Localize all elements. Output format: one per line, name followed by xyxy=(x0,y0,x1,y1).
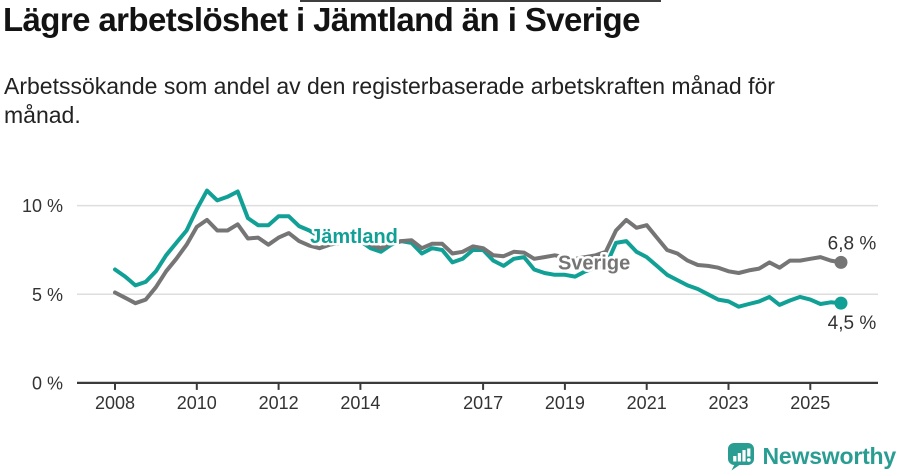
end-value-label-jamtland: 4,5 % xyxy=(828,313,877,334)
y-tick-label: 0 % xyxy=(32,373,63,393)
x-tick-label: 2014 xyxy=(340,393,380,413)
x-tick-label: 2021 xyxy=(627,393,667,413)
y-tick-label: 10 % xyxy=(22,196,63,216)
newsworthy-pin-icon xyxy=(726,441,756,471)
x-tick-label: 2019 xyxy=(545,393,585,413)
y-tick-label: 5 % xyxy=(32,285,63,305)
page-title: Lägre arbetslöshet i Jämtland än i Sveri… xyxy=(3,1,640,38)
end-value-label-sverige: 6,8 % xyxy=(828,233,877,254)
series-line-jamtland xyxy=(113,188,843,309)
x-tick-label: 2008 xyxy=(95,393,135,413)
x-tick-label: 2012 xyxy=(259,393,299,413)
x-tick-label: 2010 xyxy=(177,393,217,413)
x-tick-label: 2023 xyxy=(708,393,748,413)
series-label-jamtland: Jämtland xyxy=(310,226,398,248)
series-end-dot-jamtland xyxy=(834,296,848,310)
top-border-artifact xyxy=(300,0,661,2)
newsworthy-logo: Newsworthy xyxy=(726,440,896,472)
series-label-sverige: Sverige xyxy=(558,253,630,275)
series-line-sverige xyxy=(113,217,843,306)
series-end-dot-sverige xyxy=(834,255,848,269)
chart-subtitle: Arbetssökande som andel av den registerb… xyxy=(4,73,775,128)
x-tick-label: 2017 xyxy=(463,393,503,413)
x-tick-label: 2025 xyxy=(790,393,830,413)
newsworthy-brand-text: Newsworthy xyxy=(762,442,897,469)
